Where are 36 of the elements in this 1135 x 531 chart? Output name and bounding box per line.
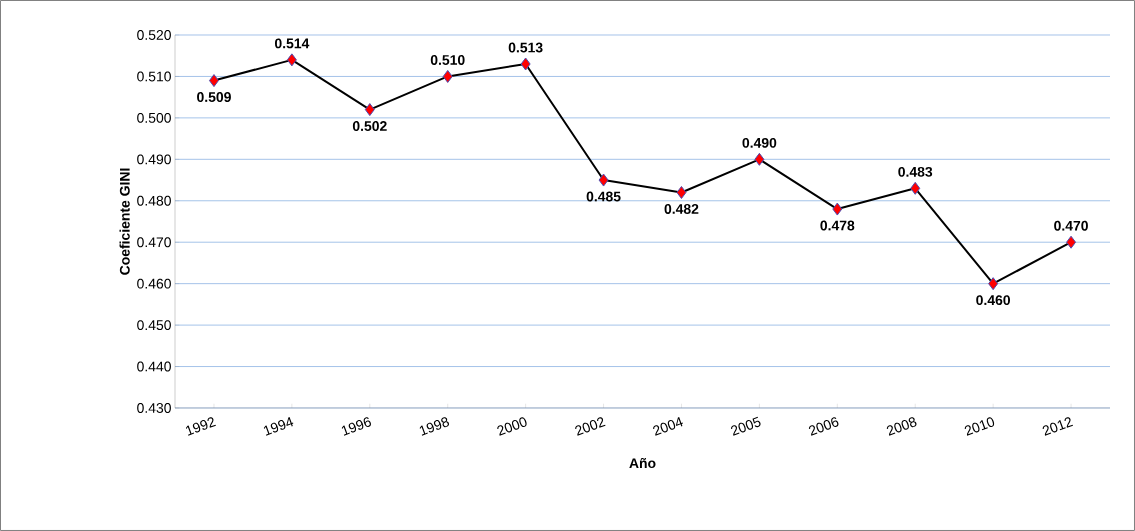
y-tick-label: 0.480: [137, 195, 171, 206]
x-tick-label: 1998: [419, 417, 450, 436]
text: 0.478: [820, 220, 855, 231]
text: 0.460: [976, 295, 1011, 306]
y-tick-label: 0.510: [137, 71, 171, 82]
y-axis-title: Coeficiente GINI: [119, 168, 130, 275]
y-tick-label: 0.490: [137, 154, 171, 165]
text: 0.514: [274, 38, 310, 49]
x-tick-label: 2000: [497, 417, 527, 436]
text: 0.513: [508, 42, 543, 53]
text: 0.482: [664, 203, 699, 214]
x-tick-label: 2010: [964, 417, 995, 436]
x-tick-label: 2012: [1042, 417, 1073, 436]
text: 0.502: [352, 121, 387, 131]
y-tick-label: 0.470: [137, 237, 171, 248]
text: 0.490: [742, 137, 777, 148]
text: 0.470: [1054, 220, 1088, 231]
text: 0.485: [586, 191, 621, 202]
x-tick-label: 1994: [263, 417, 294, 436]
y-tick-label: 0.430: [137, 403, 171, 413]
x-tick-label: 1996: [341, 417, 371, 436]
text: 0.509: [197, 92, 231, 102]
x-axis-title: Año: [629, 457, 656, 469]
x-tick-label: 2004: [653, 417, 683, 436]
x-tick-label: 1992: [185, 417, 216, 436]
x-tick-label: 2006: [808, 417, 839, 436]
x-tick-label: 2005: [730, 416, 761, 436]
y-tick-label: 0.440: [137, 361, 171, 372]
x-tick-label: 2008: [886, 417, 917, 436]
text: 0.510: [430, 55, 465, 65]
y-tick-label: 0.460: [137, 278, 171, 289]
y-tick-label: 0.500: [137, 112, 171, 123]
x-tick-label: 2002: [575, 417, 606, 436]
y-tick-label: 0.450: [137, 320, 171, 331]
y-tick-label: 0.520: [137, 30, 171, 40]
text: 0.483: [898, 166, 933, 177]
